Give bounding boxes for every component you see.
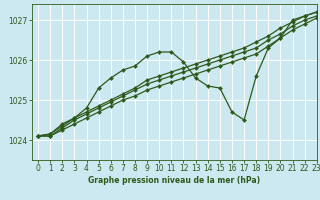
X-axis label: Graphe pression niveau de la mer (hPa): Graphe pression niveau de la mer (hPa) <box>88 176 260 185</box>
